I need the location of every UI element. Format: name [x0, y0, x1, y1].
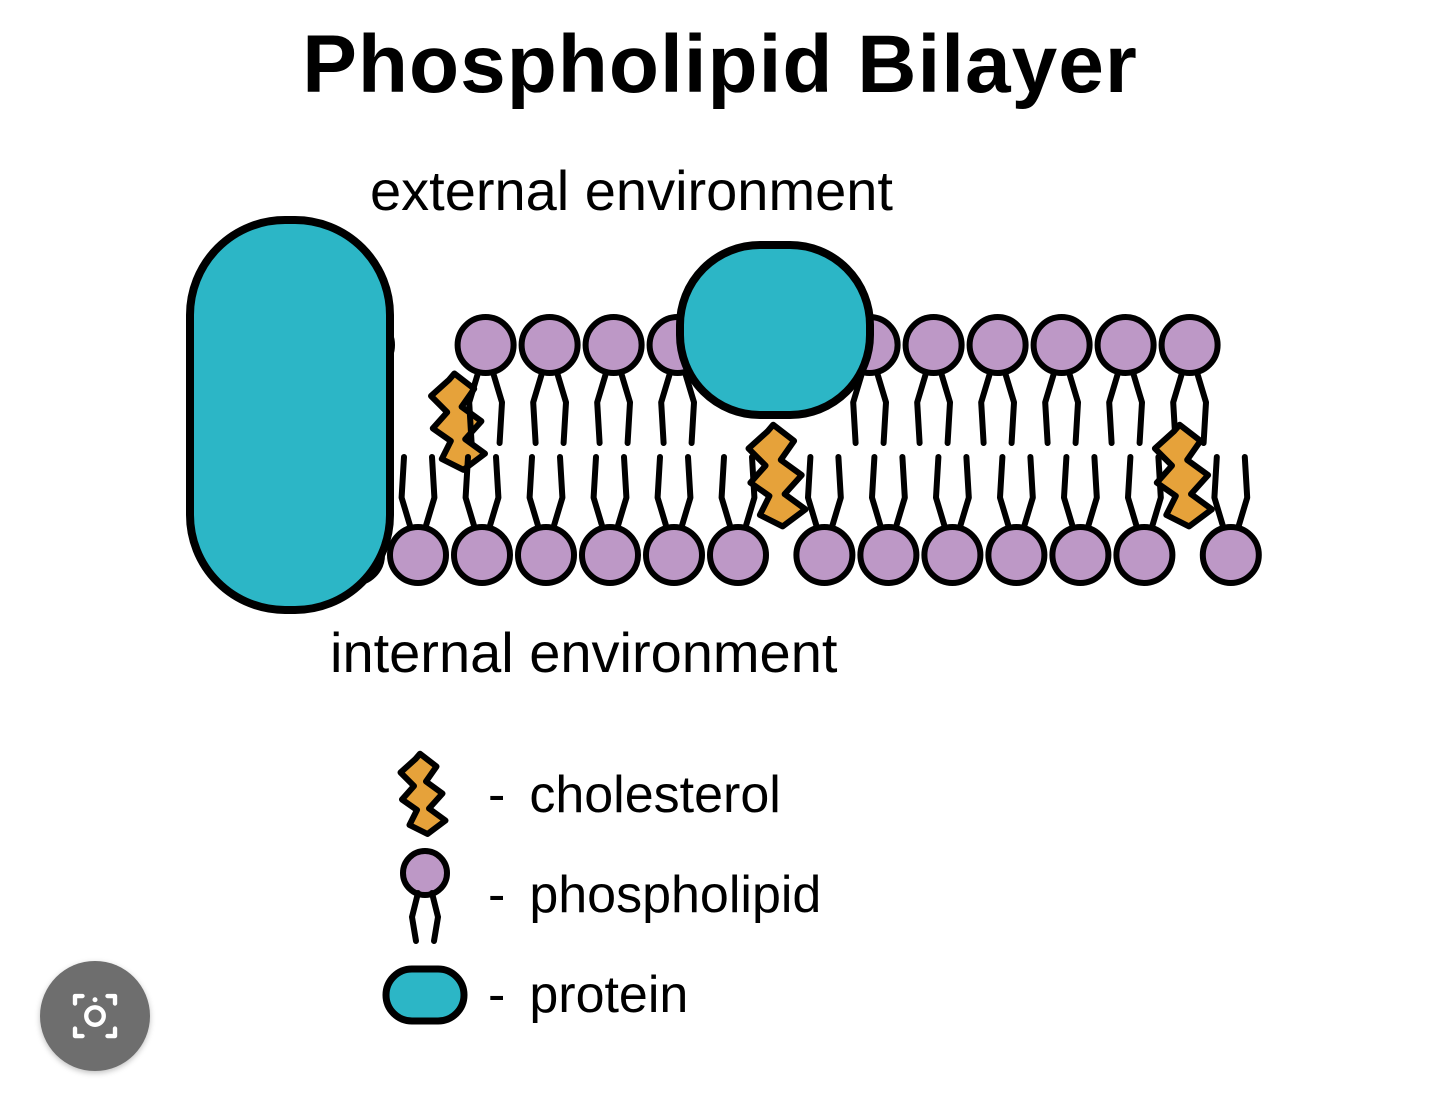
legend-label: cholesterol [529, 765, 780, 825]
visual-search-button[interactable] [40, 961, 150, 1071]
legend-separator: - [488, 965, 505, 1025]
phospholipid-icon [380, 850, 470, 940]
legend-label: phospholipid [529, 865, 821, 925]
label-internal: internal environment [330, 620, 837, 685]
legend-separator: - [488, 865, 505, 925]
legend: -cholesterol-phospholipid-protein [380, 750, 821, 1040]
cholesterol-icon [380, 750, 470, 840]
legend-label: protein [529, 965, 688, 1025]
camera-lens-icon [65, 986, 125, 1046]
diagram-stage: Phospholipid Bilayer external environmen… [0, 0, 1440, 1111]
legend-separator: - [488, 765, 505, 825]
legend-item-cholesterol: -cholesterol [380, 750, 821, 840]
legend-item-phospholipid: -phospholipid [380, 850, 821, 940]
protein-icon [380, 950, 470, 1040]
legend-item-protein: -protein [380, 950, 821, 1040]
